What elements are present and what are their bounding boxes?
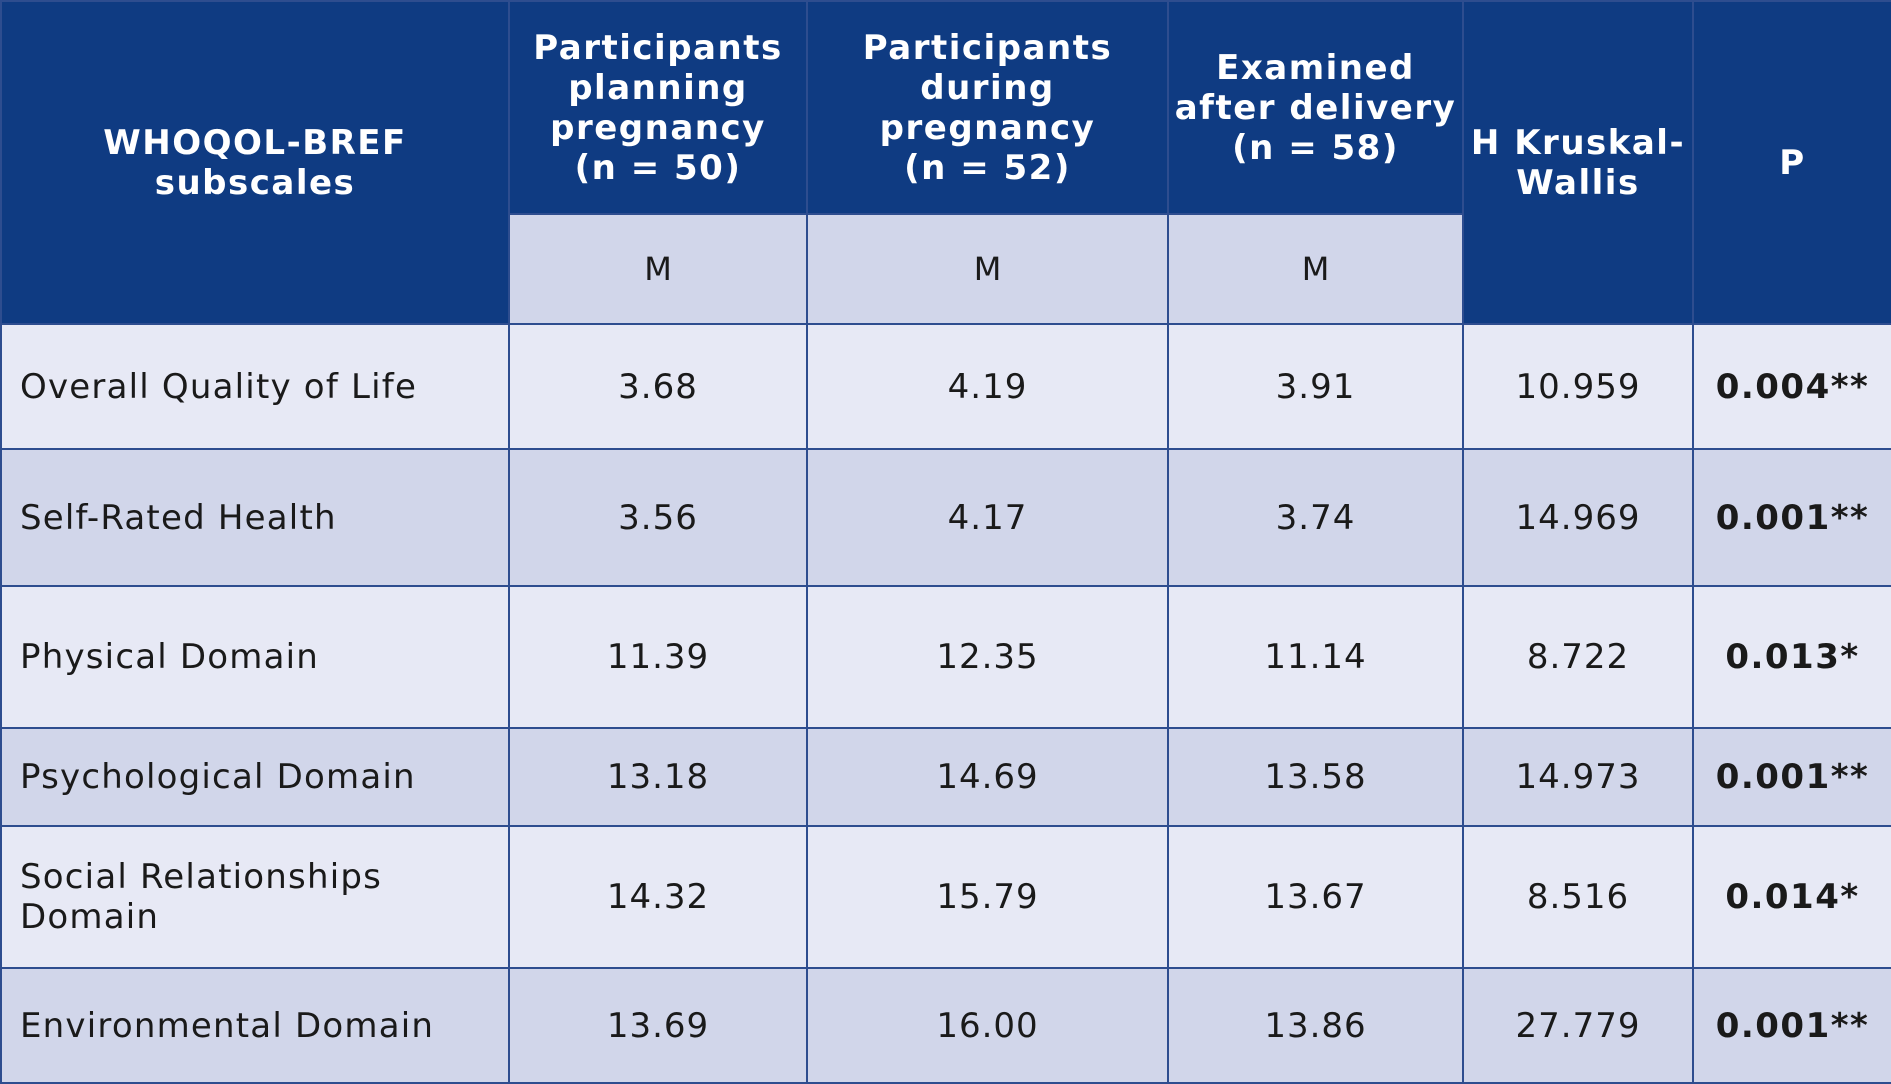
header-p: P [1692, 0, 1891, 325]
row-label: Physical Domain [0, 585, 510, 729]
cell-h-statistic: 27.779 [1462, 967, 1694, 1084]
cell-pregnancy-mean: 12.35 [806, 585, 1169, 729]
row-label: Environmental Domain [0, 967, 510, 1084]
cell-pregnancy-mean: 14.69 [806, 727, 1169, 827]
row-label: Self-Rated Health [0, 448, 510, 587]
cell-pregnancy-mean: 16.00 [806, 967, 1169, 1084]
cell-pregnancy-mean: 4.17 [806, 448, 1169, 587]
cell-p-value: 0.004** [1692, 323, 1891, 450]
mean-label-pregnancy: M [806, 213, 1169, 325]
cell-after-delivery-mean: 13.86 [1167, 967, 1464, 1084]
table-row: Overall Quality of Life 3.68 4.19 3.91 1… [0, 323, 1891, 450]
cell-planning-mean: 11.39 [508, 585, 808, 729]
table-row: Social Relationships Domain 14.32 15.79 … [0, 825, 1891, 969]
cell-p-value: 0.013* [1692, 585, 1891, 729]
row-label: Social Relationships Domain [0, 825, 510, 969]
cell-h-statistic: 14.969 [1462, 448, 1694, 587]
cell-pregnancy-mean: 4.19 [806, 323, 1169, 450]
mean-label-after-delivery: M [1167, 213, 1464, 325]
cell-h-statistic: 8.516 [1462, 825, 1694, 969]
cell-planning-mean: 3.56 [508, 448, 808, 587]
cell-after-delivery-mean: 3.74 [1167, 448, 1464, 587]
row-label: Overall Quality of Life [0, 323, 510, 450]
table-row: Physical Domain 11.39 12.35 11.14 8.722 … [0, 585, 1891, 729]
cell-p-value: 0.001** [1692, 727, 1891, 827]
cell-h-statistic: 8.722 [1462, 585, 1694, 729]
cell-after-delivery-mean: 11.14 [1167, 585, 1464, 729]
header-group-pregnancy: Participants during pregnancy (n = 52) [806, 0, 1169, 215]
table-row: Psychological Domain 13.18 14.69 13.58 1… [0, 727, 1891, 827]
cell-h-statistic: 10.959 [1462, 323, 1694, 450]
table-row: Environmental Domain 13.69 16.00 13.86 2… [0, 967, 1891, 1084]
header-h-kruskal-wallis: H Kruskal- Wallis [1462, 0, 1694, 325]
cell-p-value: 0.001** [1692, 448, 1891, 587]
cell-planning-mean: 14.32 [508, 825, 808, 969]
cell-h-statistic: 14.973 [1462, 727, 1694, 827]
mean-label-planning: M [508, 213, 808, 325]
cell-after-delivery-mean: 3.91 [1167, 323, 1464, 450]
cell-planning-mean: 13.18 [508, 727, 808, 827]
cell-pregnancy-mean: 15.79 [806, 825, 1169, 969]
header-group-after-delivery: Examined after delivery (n = 58) [1167, 0, 1464, 215]
cell-after-delivery-mean: 13.67 [1167, 825, 1464, 969]
cell-p-value: 0.001** [1692, 967, 1891, 1084]
header-group-planning: Participants planning pregnancy (n = 50) [508, 0, 808, 215]
cell-p-value: 0.014* [1692, 825, 1891, 969]
cell-planning-mean: 3.68 [508, 323, 808, 450]
row-label: Psychological Domain [0, 727, 510, 827]
cell-planning-mean: 13.69 [508, 967, 808, 1084]
cell-after-delivery-mean: 13.58 [1167, 727, 1464, 827]
header-subscales: WHOQOL-BREF subscales [0, 0, 510, 325]
table-row: Self-Rated Health 3.56 4.17 3.74 14.969 … [0, 448, 1891, 587]
